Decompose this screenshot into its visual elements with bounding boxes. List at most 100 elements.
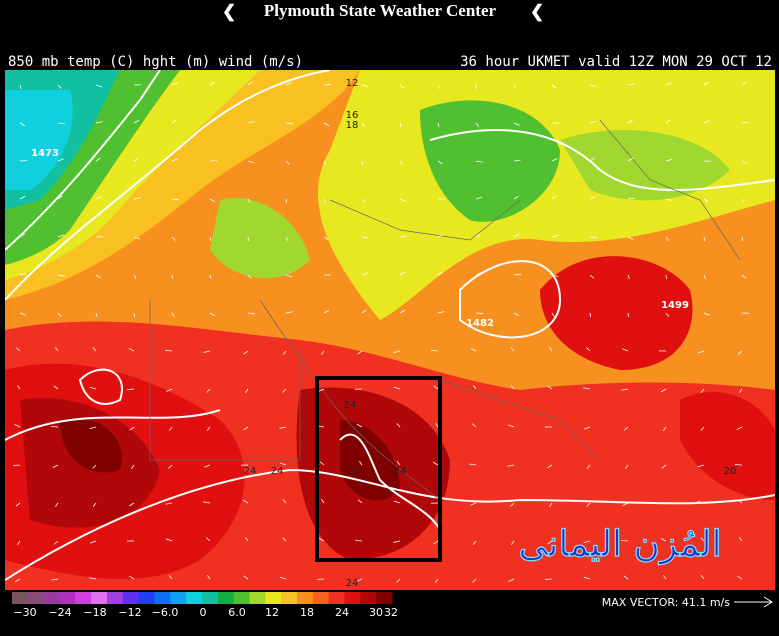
wind-arrow xyxy=(209,81,215,86)
wind-arrow xyxy=(206,426,211,431)
wind-arrow xyxy=(323,309,330,314)
wind-arrow xyxy=(700,426,705,431)
wind-arrow xyxy=(700,388,705,393)
height-label: 1482 xyxy=(466,318,494,329)
wind-arrow xyxy=(665,198,673,201)
wind-arrow xyxy=(285,122,293,125)
wind-arrow xyxy=(17,540,21,545)
wind-arrow xyxy=(470,348,477,352)
colorbar-swatch xyxy=(91,592,108,604)
wind-arrow xyxy=(95,274,101,279)
wind-arrow xyxy=(589,84,597,87)
wind-arrow xyxy=(247,274,252,279)
wind-arrow xyxy=(209,312,216,317)
wind-arrow xyxy=(209,236,212,242)
title-icon: ❮ xyxy=(530,2,544,22)
wind-arrow xyxy=(356,423,363,428)
wind-arrow xyxy=(243,426,249,431)
wind-arrow xyxy=(92,347,97,352)
wind-arrow xyxy=(661,464,667,469)
wind-arrow xyxy=(741,274,747,279)
wind-arrow xyxy=(165,502,173,505)
colorbar-swatch xyxy=(170,592,187,604)
colorbar-swatch xyxy=(138,592,155,604)
wind-arrow xyxy=(665,312,670,317)
wind-arrow xyxy=(19,84,22,90)
colorbar-swatch xyxy=(297,592,314,604)
wind-arrow xyxy=(469,463,477,466)
wind-arrow xyxy=(393,386,401,390)
colorbar-swatch xyxy=(107,592,124,604)
wind-arrow xyxy=(583,387,591,390)
max-vector-arrow xyxy=(734,596,773,608)
wind-arrow xyxy=(55,502,59,507)
wind-arrow xyxy=(433,385,439,390)
colorbar xyxy=(12,592,393,604)
wind-arrow xyxy=(586,347,591,352)
wind-arrow xyxy=(57,274,65,277)
wind-arrow xyxy=(171,198,179,201)
wind-arrow xyxy=(92,464,97,469)
page-title: Plymouth State Weather Center xyxy=(264,1,497,20)
contour-label: 24 xyxy=(349,466,362,477)
wind-arrow xyxy=(13,464,21,467)
wind-arrow xyxy=(399,84,405,89)
wind-arrow xyxy=(399,122,402,128)
wind-arrow xyxy=(53,540,59,545)
wind-arrow xyxy=(665,82,672,86)
wind-arrow xyxy=(665,158,673,162)
highlight-box xyxy=(315,376,442,562)
wind-arrow xyxy=(14,578,21,583)
wind-arrow xyxy=(95,121,103,124)
wind-arrow xyxy=(247,198,251,204)
wind-arrow xyxy=(321,499,325,504)
colorbar-swatch xyxy=(43,592,60,604)
wind-arrow xyxy=(741,236,744,242)
wind-arrow xyxy=(589,274,595,279)
wind-arrow xyxy=(703,81,709,86)
map xyxy=(5,70,775,590)
contours xyxy=(5,70,775,581)
colorbar-label: 24 xyxy=(335,606,349,619)
wind-arrow xyxy=(171,274,173,280)
colorbar-label: −6.0 xyxy=(152,606,179,619)
wind-arrow xyxy=(697,464,705,468)
wind-arrow xyxy=(435,423,439,428)
wind-arrow xyxy=(697,500,705,504)
wind-arrow xyxy=(510,540,515,545)
wind-arrow xyxy=(357,499,363,504)
wind-arrow xyxy=(475,312,483,315)
wind-arrow xyxy=(207,575,211,580)
wind-arrow xyxy=(245,388,249,393)
wind-arrow xyxy=(247,160,255,164)
wind-arrow xyxy=(625,464,629,469)
watermark: المُزن اليمانى xyxy=(518,524,721,565)
wind-arrow xyxy=(282,388,287,393)
contour-label: 16 xyxy=(346,110,359,121)
wind-arrow xyxy=(737,575,743,580)
wind-arrow xyxy=(247,312,255,315)
wind-vectors xyxy=(13,81,750,583)
wind-arrow xyxy=(95,312,98,318)
wind-arrow xyxy=(133,157,139,162)
wind-arrow xyxy=(356,578,363,582)
wind-arrow xyxy=(168,464,173,469)
wind-arrow xyxy=(285,311,293,314)
colorbar-label: 12 xyxy=(265,606,279,619)
wind-arrow xyxy=(95,84,103,88)
colorbar-swatch xyxy=(217,592,235,604)
wind-arrow xyxy=(168,575,173,580)
wind-arrow xyxy=(19,122,26,127)
wind-arrow xyxy=(627,236,634,240)
wind-arrow xyxy=(355,539,363,542)
wind-arrow xyxy=(475,122,480,127)
wind-arrow xyxy=(285,198,287,204)
wind-arrow xyxy=(19,273,27,276)
wind-arrow xyxy=(282,499,287,504)
wind-arrow xyxy=(19,312,26,316)
colorbar-label: −18 xyxy=(83,606,106,619)
wind-arrow xyxy=(95,157,101,162)
wind-arrow xyxy=(473,385,477,390)
wind-arrow xyxy=(703,312,710,316)
wind-arrow xyxy=(551,234,559,238)
